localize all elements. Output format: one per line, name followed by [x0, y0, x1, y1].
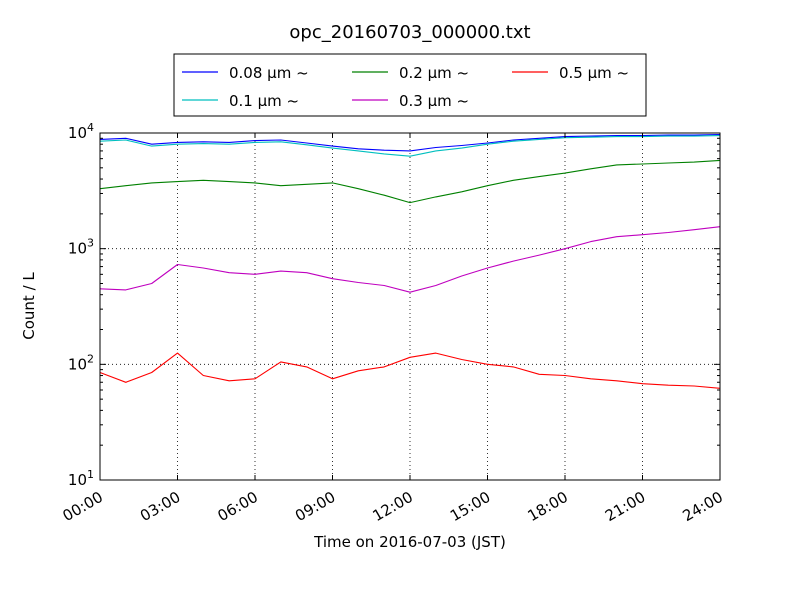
- legend-box: [173, 53, 647, 117]
- legend-label-4: 0.5 μm ~: [559, 64, 629, 82]
- x-tick-label: 06:00: [215, 488, 261, 525]
- x-ticks: 00:00 03:00 06:00 09:00 12:00 15:00 18:00 21:00…: [60, 133, 726, 525]
- x-axis-label: Time on 2016-07-03 (JST): [313, 533, 506, 551]
- chart-title: opc_20160703_000000.txt: [289, 22, 530, 43]
- legend-label-2: 0.2 μm ~: [399, 64, 469, 82]
- x-tick-label: 24:00: [680, 488, 726, 525]
- legend-label-1: 0.1 μm ~: [229, 92, 299, 110]
- grid-lines: [100, 133, 720, 480]
- x-tick-label: 15:00: [447, 488, 493, 525]
- y-tick-label: 102: [68, 352, 94, 373]
- x-tick-label: 09:00: [292, 488, 338, 525]
- series-line-0: [99, 133, 721, 152]
- y-ticks: 101 102 103 104: [68, 121, 720, 489]
- x-tick-label: 12:00: [370, 488, 416, 525]
- series-line-2: [99, 159, 721, 204]
- y-axis-label: Count / L: [20, 272, 38, 340]
- y-tick-label: 101: [68, 468, 94, 489]
- x-tick-label: 03:00: [137, 488, 183, 525]
- x-tick-label: 00:00: [60, 488, 106, 525]
- x-tick-label: 21:00: [602, 488, 648, 525]
- series-line-3: [99, 226, 721, 293]
- x-tick-label: 18:00: [525, 488, 571, 525]
- legend: 0.08 μm ~ 0.1 μm ~ 0.2 μm ~ 0.3 μm ~ 0.5 μm …: [173, 53, 647, 117]
- legend-label-3: 0.3 μm ~: [399, 92, 469, 110]
- series-layer: [99, 133, 721, 389]
- y-tick-label: 103: [68, 237, 94, 258]
- legend-label-0: 0.08 μm ~: [229, 64, 309, 82]
- series-line-4: [99, 352, 721, 389]
- series-line-1: [99, 135, 721, 157]
- y-tick-label: 104: [68, 121, 94, 142]
